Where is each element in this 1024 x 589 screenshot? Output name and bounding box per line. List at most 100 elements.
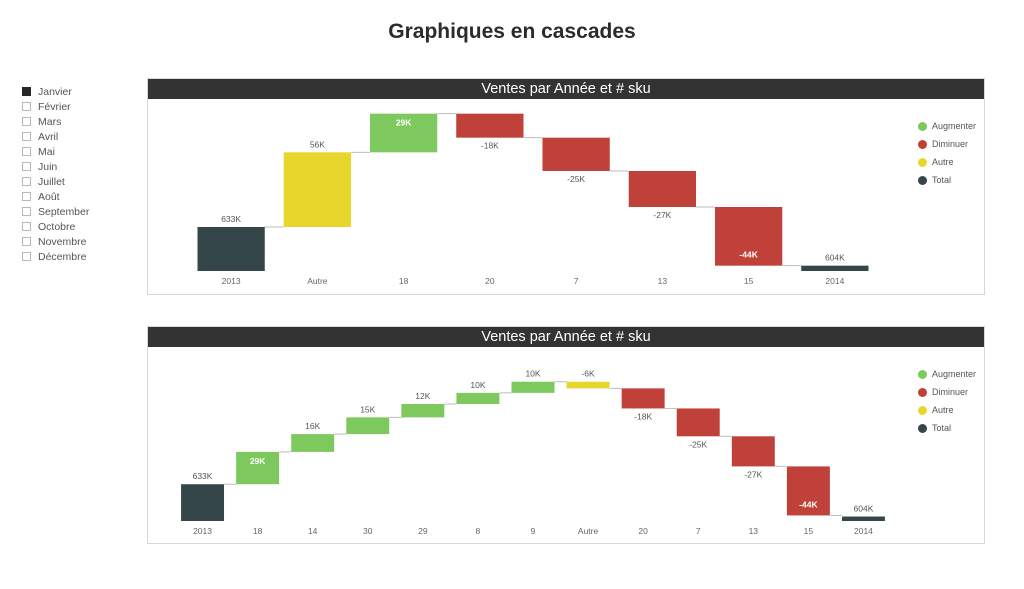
- legend-item[interactable]: Total: [918, 171, 976, 189]
- checkbox-icon[interactable]: [22, 117, 31, 126]
- slicer-item[interactable]: Mars: [22, 114, 89, 129]
- x-tick-label: 18: [399, 276, 409, 286]
- data-label: -27K: [744, 469, 762, 479]
- x-tick-label: 7: [574, 276, 579, 286]
- checkbox-icon[interactable]: [22, 102, 31, 111]
- x-tick-label: 14: [308, 526, 318, 536]
- legend-item[interactable]: Augmenter: [918, 117, 976, 135]
- legend-marker-icon: [918, 175, 927, 185]
- x-tick-label: 2013: [193, 526, 212, 536]
- waterfall-chart-2: 633K201329K1816K1415K3012K2910K810K9-6KA…: [181, 369, 885, 536]
- x-tick-label: Autre: [307, 276, 328, 286]
- legend-marker-icon: [918, 157, 927, 167]
- waterfall-bar: [786, 466, 830, 516]
- legend-label: Autre: [932, 405, 954, 415]
- waterfall-bar: [401, 404, 445, 418]
- checkbox-icon[interactable]: [22, 87, 31, 96]
- x-tick-label: 2013: [222, 276, 241, 286]
- checkbox-icon[interactable]: [22, 177, 31, 186]
- legend-label: Diminuer: [932, 387, 969, 397]
- slicer-item-label: Mars: [38, 115, 62, 128]
- checkbox-icon[interactable]: [22, 252, 31, 261]
- checkbox-icon[interactable]: [22, 132, 31, 141]
- x-tick-label: 15: [744, 276, 754, 286]
- slicer-item[interactable]: Octobre: [22, 219, 89, 234]
- waterfall-bar: [511, 381, 555, 393]
- slicer-item-label: Juillet: [38, 175, 65, 188]
- data-label: 12K: [415, 391, 430, 401]
- data-label: 56K: [310, 139, 325, 149]
- slicer-item[interactable]: September: [22, 204, 89, 219]
- waterfall-bar: [841, 516, 885, 521]
- slicer-item[interactable]: Mai: [22, 144, 89, 159]
- legend-item[interactable]: Augmenter: [918, 365, 976, 383]
- slicer-item[interactable]: Août: [22, 189, 89, 204]
- x-tick-label: 2014: [825, 276, 844, 286]
- slicer-item-label: Mai: [38, 145, 55, 158]
- legend-item[interactable]: Autre: [918, 153, 976, 171]
- data-label: -25K: [689, 439, 707, 449]
- data-label: 633K: [221, 214, 241, 224]
- x-tick-label: 7: [696, 526, 701, 536]
- legend-item[interactable]: Total: [918, 419, 976, 437]
- waterfall-bar: [566, 381, 610, 389]
- x-tick-label: Autre: [578, 526, 599, 536]
- waterfall-bar: [181, 484, 225, 521]
- checkbox-icon[interactable]: [22, 162, 31, 171]
- slicer-item-label: Novembre: [38, 235, 87, 248]
- waterfall-chart-panel-2: Ventes par Année et # sku 633K 2013 29K 18 1…: [147, 326, 985, 544]
- legend-label: Total: [932, 423, 952, 433]
- waterfall-bar: [283, 152, 352, 227]
- page-title: Graphiques en cascades: [388, 20, 636, 43]
- legend-item[interactable]: Diminuer: [918, 135, 976, 153]
- slicer-item[interactable]: Février: [22, 99, 89, 114]
- waterfall-chart-1: 633K 2013 56K Autre 29K 18 -18K 20 -25K 7 -27K 13 -4…: [197, 113, 869, 286]
- waterfall-bar: [197, 227, 265, 271]
- legend-item[interactable]: Autre: [918, 401, 976, 419]
- waterfall-bar: [731, 436, 775, 467]
- data-label: -18K: [481, 141, 499, 151]
- x-tick-label: 30: [363, 526, 373, 536]
- data-label: 604K: [825, 253, 845, 263]
- data-label: 29K: [396, 118, 412, 128]
- waterfall-bar: [456, 113, 524, 138]
- slicer-item[interactable]: Avril: [22, 129, 89, 144]
- data-label: 633K: [193, 471, 213, 481]
- slicer-item[interactable]: Juillet: [22, 174, 89, 189]
- legend-marker-icon: [918, 387, 927, 397]
- waterfall-bar: [369, 113, 438, 153]
- waterfall-bar: [346, 417, 390, 435]
- slicer-item[interactable]: Décembre: [22, 249, 89, 264]
- x-tick-label: 8: [476, 526, 481, 536]
- data-label: 10K: [470, 380, 485, 390]
- slicer-item-label: Décembre: [38, 250, 87, 263]
- checkbox-icon[interactable]: [22, 192, 31, 201]
- slicer-item-label: Juin: [38, 160, 58, 173]
- data-label: -18K: [634, 411, 652, 421]
- waterfall-bar: [542, 137, 610, 171]
- slicer-item[interactable]: Novembre: [22, 234, 89, 249]
- waterfall-bar: [801, 265, 869, 271]
- waterfall-bar: [676, 408, 720, 437]
- data-label: 29K: [250, 456, 266, 466]
- x-tick-label: 13: [658, 276, 668, 286]
- legend-label: Autre: [932, 157, 954, 167]
- checkbox-icon[interactable]: [22, 222, 31, 231]
- data-label: -44K: [739, 250, 758, 260]
- x-tick-label: 20: [485, 276, 495, 286]
- checkbox-icon[interactable]: [22, 237, 31, 246]
- x-tick-label: 29: [418, 526, 428, 536]
- data-label: 16K: [305, 421, 320, 431]
- slicer-item[interactable]: Juin: [22, 159, 89, 174]
- x-tick-label: 13: [749, 526, 759, 536]
- data-label: 15K: [360, 404, 375, 414]
- chart-title: Ventes par Année et # sku: [148, 79, 984, 99]
- data-label: -44K: [799, 499, 818, 509]
- slicer-item[interactable]: Janvier: [22, 84, 89, 99]
- x-tick-label: 18: [253, 526, 263, 536]
- legend-label: Diminuer: [932, 139, 969, 149]
- checkbox-icon[interactable]: [22, 147, 31, 156]
- waterfall-bar: [456, 392, 500, 404]
- checkbox-icon[interactable]: [22, 207, 31, 216]
- legend-item[interactable]: Diminuer: [918, 383, 976, 401]
